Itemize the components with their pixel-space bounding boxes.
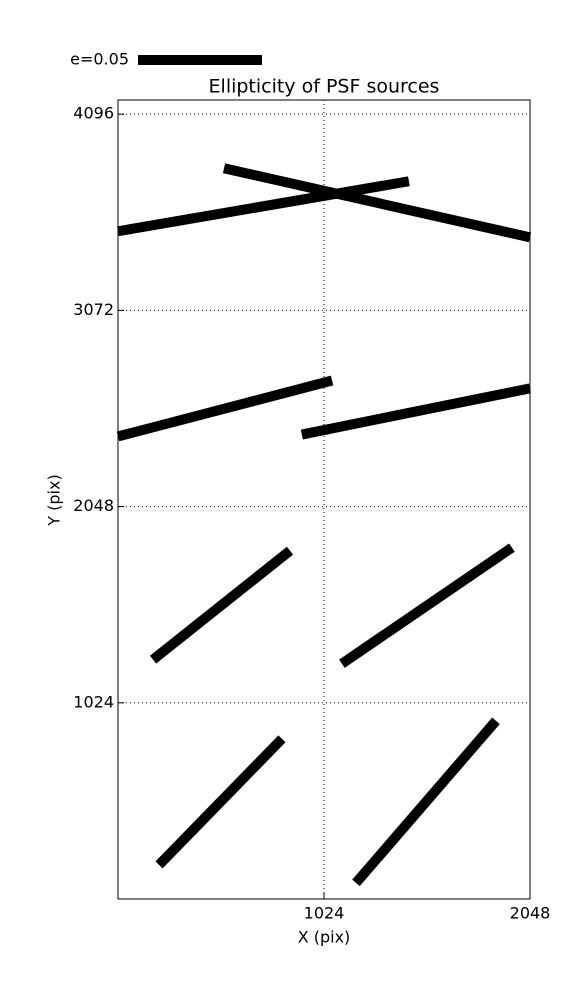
whisker bbox=[222, 163, 532, 243]
x-axis-label: X (pix) bbox=[298, 928, 351, 947]
y-tick-label: 3072 bbox=[73, 300, 114, 319]
y-tick-label: 1024 bbox=[73, 692, 114, 711]
whisker bbox=[352, 717, 500, 887]
key-label: e=0.05 bbox=[70, 50, 129, 69]
y-axis-label: Y (pix) bbox=[45, 474, 64, 526]
y-tick-label: 4096 bbox=[73, 104, 114, 123]
whisker bbox=[339, 543, 515, 668]
x-tick-label: 1024 bbox=[304, 904, 345, 923]
whisker bbox=[300, 383, 531, 440]
key-bar bbox=[138, 55, 262, 65]
whisker bbox=[155, 735, 286, 869]
y-tick-label: 2048 bbox=[73, 496, 114, 515]
whisker bbox=[117, 176, 410, 237]
whisker bbox=[149, 546, 294, 664]
plot-frame bbox=[117, 99, 531, 900]
whisker bbox=[116, 375, 334, 442]
x-tick-label: 2048 bbox=[510, 904, 551, 923]
chart-title: Ellipticity of PSF sources bbox=[209, 76, 440, 98]
